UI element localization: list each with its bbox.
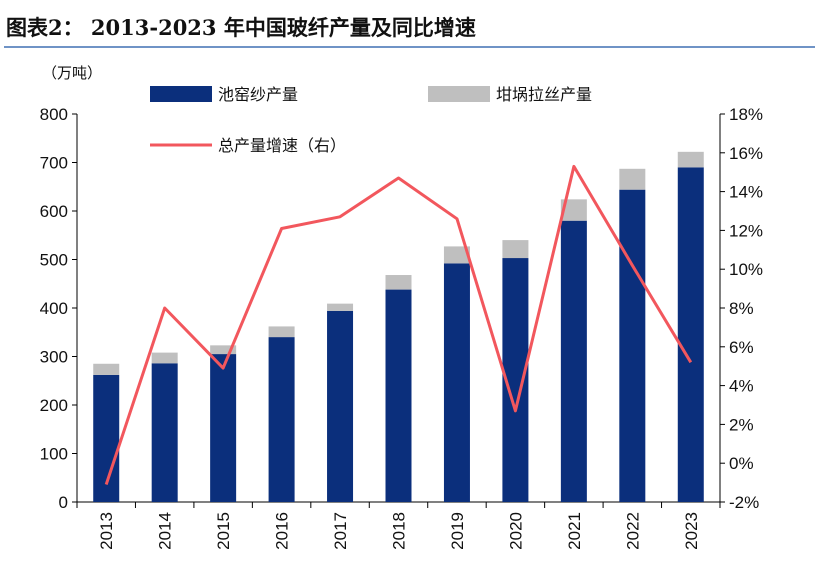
left-tick-label: 0 [59, 493, 68, 512]
right-tick-label: 4% [729, 377, 754, 396]
axes: 0 100 200 300 400 500 600 700 800 -2% 0% 2% 4% 6% 8% 10… [40, 105, 763, 550]
left-tick-label: 600 [40, 202, 68, 221]
right-tick-label: 0% [729, 454, 754, 473]
left-axis-unit: （万吨） [42, 64, 102, 82]
left-tick-label: 500 [40, 251, 68, 270]
x-tick-label: 2020 [506, 512, 525, 550]
bar-secondary [385, 275, 412, 290]
bar-secondary [151, 352, 178, 364]
left-tick-label: 800 [40, 105, 68, 124]
bar-secondary [210, 345, 237, 355]
legend-label-line: 总产量增速（右） [218, 136, 346, 155]
right-tick-label: 16% [729, 144, 763, 163]
right-tick-label: 8% [729, 299, 754, 318]
bars [93, 151, 704, 502]
right-tick-label: 18% [729, 105, 763, 124]
right-tick-label: 14% [729, 183, 763, 202]
x-tick-label: 2018 [390, 512, 409, 550]
right-tick-label: 6% [729, 338, 754, 357]
bar-secondary [619, 168, 646, 190]
bar-primary [327, 310, 354, 502]
x-tick-label: 2014 [156, 512, 175, 550]
legend-label-primary: 池窑纱产量 [218, 85, 298, 104]
x-tick-label: 2021 [565, 512, 584, 550]
bar-primary [151, 363, 178, 502]
right-tick-label: 10% [729, 260, 763, 279]
x-tick-label: 2013 [97, 512, 116, 550]
bar-primary [210, 354, 237, 502]
bar-primary [385, 289, 412, 502]
bar-primary [677, 167, 704, 502]
x-tick-label: 2016 [273, 512, 292, 550]
bar-primary [619, 189, 646, 502]
x-tick-label: 2023 [682, 512, 701, 550]
legend-swatch-primary [150, 86, 212, 102]
chart-title: 图表2： 2013-2023 年中国玻纤产量及同比增速 [6, 15, 476, 40]
legend-label-secondary: 坩埚拉丝产量 [496, 85, 592, 104]
bar-secondary [268, 326, 295, 338]
left-tick-label: 400 [40, 299, 68, 318]
right-tick-label: 2% [729, 415, 754, 434]
left-tick-label: 100 [40, 445, 68, 464]
bar-primary [268, 337, 295, 502]
bar-secondary [560, 199, 587, 221]
left-tick-label: 700 [40, 154, 68, 173]
x-tick-label: 2015 [214, 512, 233, 550]
legend-swatch-secondary [428, 86, 490, 102]
bar-secondary [502, 240, 529, 259]
bar-secondary [443, 246, 470, 264]
bar-secondary [93, 363, 120, 375]
left-tick-label: 300 [40, 348, 68, 367]
bar-secondary [327, 303, 354, 311]
x-tick-label: 2017 [331, 512, 350, 550]
right-tick-label: -2% [729, 493, 759, 512]
bar-primary [443, 263, 470, 502]
growth-line [104, 164, 693, 485]
legend: 池窑纱产量 坩埚拉丝产量 总产量增速（右） [150, 85, 592, 155]
bar-primary [560, 220, 587, 502]
right-tick-label: 12% [729, 221, 763, 240]
left-tick-label: 200 [40, 396, 68, 415]
x-tick-label: 2019 [448, 512, 467, 550]
bar-secondary [677, 151, 704, 168]
x-tick-label: 2022 [623, 512, 642, 550]
